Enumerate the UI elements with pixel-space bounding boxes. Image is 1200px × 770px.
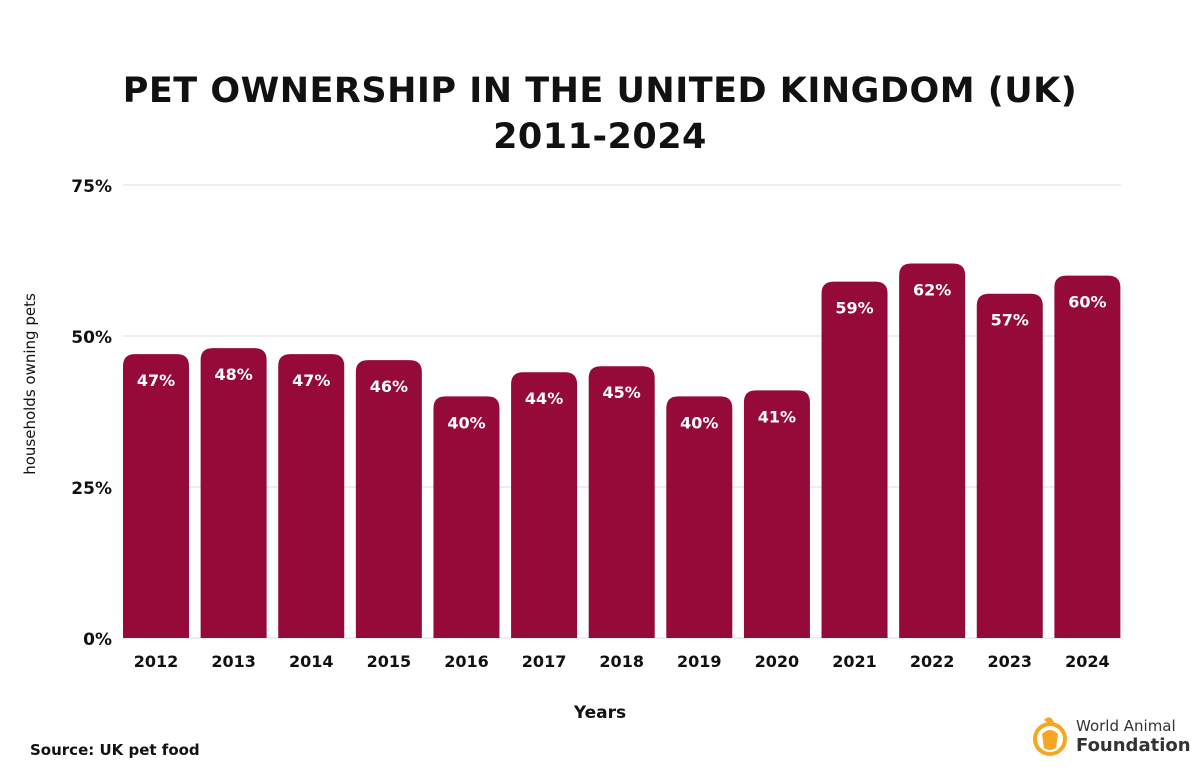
data-label: 45%	[603, 383, 641, 402]
data-label: 59%	[835, 299, 873, 318]
x-tick-label: 2016	[444, 652, 489, 671]
title-line-2: 2011-2024	[493, 117, 707, 157]
bar-2019	[666, 396, 733, 638]
data-label: 40%	[447, 413, 485, 432]
x-tick-label: 2015	[367, 652, 412, 671]
data-label: 57%	[991, 311, 1029, 330]
x-tick-label: 2024	[1065, 652, 1110, 671]
y-tick-label: 0%	[83, 630, 112, 650]
x-tick-label: 2012	[134, 652, 179, 671]
bar-2014	[278, 354, 345, 638]
title-line-1: PET OWNERSHIP IN THE UNITED KINGDOM (UK)	[122, 71, 1078, 111]
logo-text-1: World Animal	[1076, 717, 1176, 735]
logo-text-2: Foundation	[1076, 735, 1191, 756]
chart-title: PET OWNERSHIP IN THE UNITED KINGDOM (UK)…	[0, 68, 1200, 160]
data-label: 47%	[137, 371, 175, 390]
x-tick-label: 2023	[988, 652, 1033, 671]
bar-2023	[976, 293, 1043, 638]
data-label: 46%	[370, 377, 408, 396]
bar-2022	[899, 263, 966, 638]
data-label: 47%	[292, 371, 330, 390]
source-note: Source: UK pet food	[30, 741, 200, 759]
data-label: 44%	[525, 389, 563, 408]
y-tick-label: 50%	[71, 328, 112, 348]
logo: World Animal Foundation	[1030, 714, 1191, 758]
bar-2020	[743, 390, 810, 638]
x-tick-label: 2020	[755, 652, 800, 671]
x-tick-label: 2022	[910, 652, 955, 671]
x-tick-label: 2018	[599, 652, 644, 671]
bar-2017	[511, 372, 578, 638]
bar-2013	[200, 348, 267, 638]
bar-2024	[1054, 275, 1121, 638]
bar-2021	[821, 281, 888, 638]
y-tick-label: 25%	[71, 479, 112, 499]
data-label: 62%	[913, 281, 951, 300]
logo-icon	[1033, 717, 1067, 756]
bar-2012	[123, 354, 189, 638]
x-tick-label: 2014	[289, 652, 334, 671]
data-label: 40%	[680, 413, 718, 432]
data-label: 48%	[214, 365, 252, 384]
x-tick-label: 2013	[211, 652, 256, 671]
y-tick-label: 75%	[71, 177, 112, 197]
bar-2015	[355, 360, 422, 638]
bar-2018	[588, 366, 655, 638]
x-tick-label: 2019	[677, 652, 722, 671]
x-tick-label: 2021	[832, 652, 877, 671]
x-tick-label: 2017	[522, 652, 567, 671]
x-axis-label: Years	[573, 703, 627, 723]
data-label: 41%	[758, 407, 796, 426]
data-label: 60%	[1068, 293, 1106, 312]
bar-2016	[433, 396, 500, 638]
